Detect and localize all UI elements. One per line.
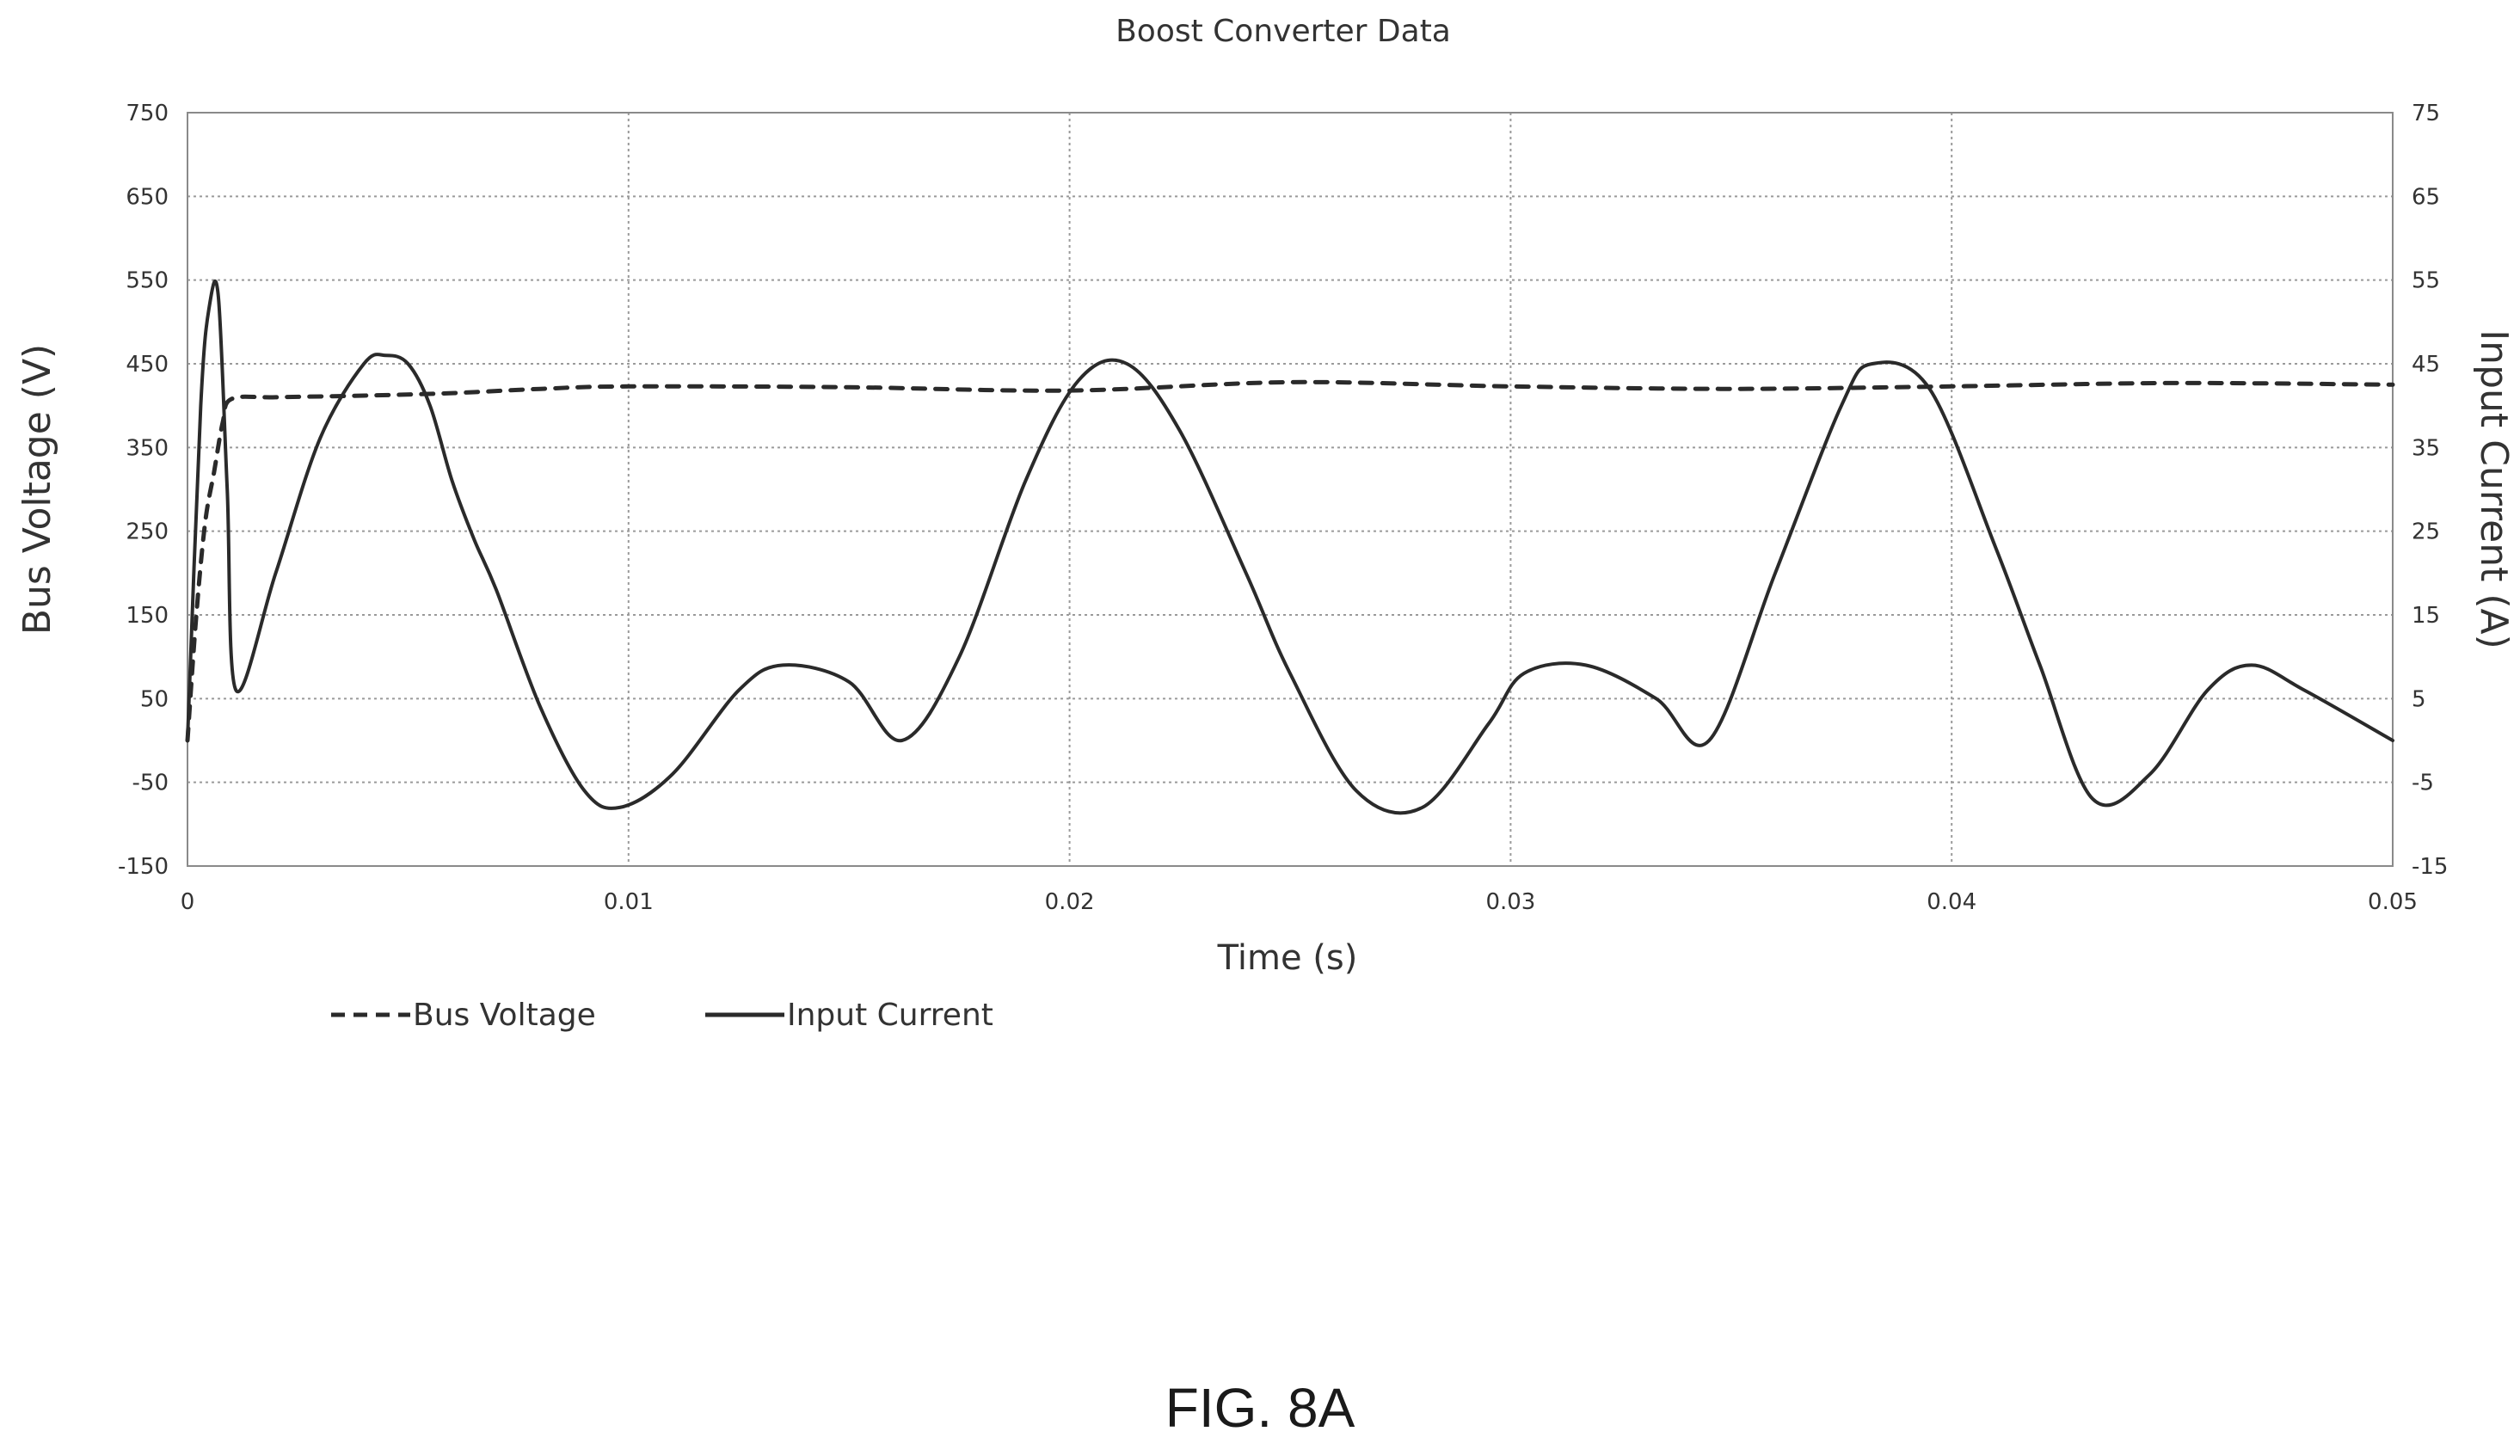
y-axis-right-label: Input Current (A) xyxy=(2472,329,2516,649)
y-tick-left-label: -50 xyxy=(132,771,169,796)
y-tick-left-label: 650 xyxy=(126,184,169,210)
y-tick-right-label: 25 xyxy=(2412,519,2440,545)
chart-title: Boost Converter Data xyxy=(1116,14,1451,49)
y-tick-left-label: 150 xyxy=(126,603,169,629)
legend-label-input-current: Input Current xyxy=(787,998,993,1033)
y-tick-right-label: 5 xyxy=(2412,686,2426,712)
y-tick-right-label: 15 xyxy=(2412,603,2440,629)
y-tick-right-label: 35 xyxy=(2412,435,2440,461)
y-tick-right-label: 55 xyxy=(2412,268,2440,294)
figure-caption: FIG. 8A xyxy=(1165,1377,1355,1439)
y-tick-left-label: 450 xyxy=(126,352,169,378)
y-tick-left-label: 50 xyxy=(140,686,169,712)
legend: Bus Voltage Input Current xyxy=(331,998,993,1033)
y-axis-left-label: Bus Voltage (V) xyxy=(15,344,59,635)
y-tick-left-label: 250 xyxy=(126,519,169,545)
plot-frame xyxy=(187,112,2394,867)
y-axis-right-ticks: 75 65 55 45 35 25 15 5 -5 -15 xyxy=(2412,101,2448,880)
x-tick-label: 0.02 xyxy=(1045,889,1095,915)
x-axis-ticks: 0 0.01 0.02 0.03 0.04 0.05 xyxy=(181,889,2418,915)
y-tick-right-label: 65 xyxy=(2412,184,2440,210)
y-tick-right-label: 75 xyxy=(2412,101,2440,126)
x-tick-label: 0.03 xyxy=(1485,889,1535,915)
x-axis-label: Time (s) xyxy=(1217,938,1358,978)
legend-label-bus-voltage: Bus Voltage xyxy=(413,998,596,1033)
x-tick-label: 0.01 xyxy=(604,889,654,915)
y-tick-right-label: -15 xyxy=(2412,854,2448,880)
series-group xyxy=(185,280,2395,815)
grid xyxy=(187,112,2394,867)
x-tick-label: 0.04 xyxy=(1927,889,1976,915)
y-tick-left-label: -150 xyxy=(118,854,169,880)
y-tick-left-label: 750 xyxy=(126,101,169,126)
series-line-bus-voltage xyxy=(185,379,2395,743)
y-tick-right-label: 45 xyxy=(2412,352,2440,378)
y-tick-left-label: 550 xyxy=(126,268,169,294)
x-tick-label: 0 xyxy=(181,889,195,915)
series-line-input-current xyxy=(186,280,2394,815)
y-tick-right-label: -5 xyxy=(2412,771,2434,796)
x-tick-label: 0.05 xyxy=(2368,889,2418,915)
y-tick-left-label: 350 xyxy=(126,435,169,461)
y-axis-left-ticks: 750 650 550 450 350 250 150 50 -50 -150 xyxy=(118,101,169,880)
